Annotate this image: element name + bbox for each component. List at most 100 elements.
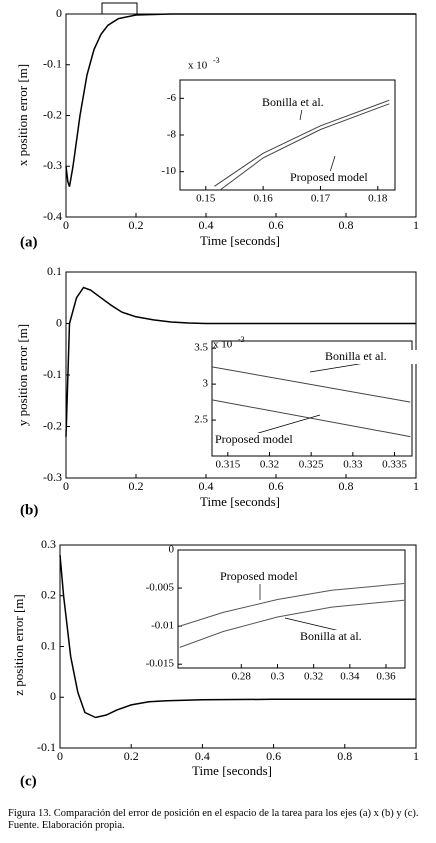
y-tick-label: 0 [50,689,56,703]
label-bg [324,350,420,364]
y-tick-label: -0.4 [43,209,62,223]
x-tick-label: 0.335 [382,459,407,471]
y-tick-label: 0.1 [47,264,62,278]
x-tick-label: 0.15 [196,193,216,205]
y-tick-label: -0.005 [146,582,175,594]
x-tick-label: 0.17 [311,193,331,205]
data-line [214,99,390,187]
series-label: Bonilla et al. [262,95,324,109]
y-tick-label: -0.015 [146,658,175,670]
panel-label: (c) [20,773,37,789]
data-line [59,555,416,719]
y-axis-label: z position error [m] [11,594,26,695]
y-tick-label: 0 [56,315,62,329]
y-tick-label: -0.1 [43,57,62,71]
y-tick-label: -6 [167,92,177,104]
leader-line [309,362,366,373]
x-tick-label: 0 [63,218,69,232]
x-axis-label: Time [seconds] [200,494,280,509]
y-tick-label: -0.1 [43,367,62,381]
x-tick-label: 0.325 [299,459,324,471]
x-tick-label: 1 [413,479,419,493]
y-tick-label: 3 [203,378,209,390]
x-tick-label: 0.4 [199,218,214,232]
x-tick-label: 0.32 [304,671,323,683]
leader-line [299,108,303,121]
y-tick-label: 0 [56,6,62,20]
x-tick-label: 0.6 [269,218,284,232]
label-bg [214,433,310,447]
label-bg [289,171,385,185]
y-tick-label: -0.3 [43,158,62,172]
series-label: Bonilla et al. [325,349,387,363]
series-label: Bonilla at al. [300,629,362,643]
x-tick-label: 0.6 [266,749,281,763]
x-tick-label: 0.315 [215,459,240,471]
x-tick-label: 0 [57,749,63,763]
panel-label: (a) [20,234,38,250]
scale-label: x 10 [188,60,208,72]
data-line [179,583,405,627]
x-tick-label: 1 [413,749,419,763]
x-tick-label: 1 [413,218,419,232]
y-tick-label: -0.1 [37,740,56,754]
label-bg [299,630,395,644]
y-tick-label: 0 [169,544,175,556]
y-tick-label: 0.3 [41,537,56,551]
x-tick-label: 0.16 [254,193,274,205]
y-tick-label: -0.2 [43,418,62,432]
x-tick-label: 0.2 [124,749,139,763]
figure: 0 0.2 0.4 0.6 0.8 10-0.1-0.2-0.3-0.4(a) Time [… [11,2,420,789]
series-label: Proposed model [290,170,368,184]
leader-line [254,414,321,435]
y-tick-label: -10 [161,165,176,177]
x-tick-label: 0.32 [260,459,279,471]
label-bg [219,570,315,584]
label-bg [261,96,357,110]
data-line [219,103,390,191]
data-line [211,366,411,403]
y-tick-label: -0.3 [43,470,62,484]
y-tick-label: -8 [167,129,177,141]
x-axis-label: Time [seconds] [192,763,272,778]
data-line [65,13,416,187]
scale-exponent: -3 [238,335,245,344]
x-tick-label: 0.28 [232,671,252,683]
x-tick-label: 0.4 [195,749,210,763]
data-line [179,599,405,648]
x-tick-label: 0.8 [339,218,354,232]
x-tick-label: 0.6 [269,479,284,493]
series-label: Proposed model [215,432,293,446]
x-tick-label: 0.34 [340,671,360,683]
y-tick-label: 3.5 [194,342,208,354]
x-tick-label: 0.3 [271,671,285,683]
caption: Figura 13. Comparación del error de posi… [8,808,419,831]
x-tick-label: 0.8 [339,479,354,493]
y-axis-label: x position error [m] [15,64,30,166]
x-tick-label: 0.2 [129,479,144,493]
x-tick-label: 0.18 [368,193,388,205]
x-tick-label: 0.33 [343,459,363,471]
data-line [211,399,411,438]
panel-label: (b) [20,502,38,518]
x-tick-label: 0.4 [199,479,214,493]
x-axis-label: Time [seconds] [200,233,280,248]
x-tick-label: 0.8 [337,749,352,763]
leader-line [284,617,341,632]
y-tick-label: -0.2 [43,107,62,121]
y-tick-label: -0.01 [151,620,174,632]
y-axis-label: y position error [m] [15,324,30,426]
y-tick-label: 0.1 [41,638,56,652]
x-tick-label: 0.2 [129,218,144,232]
leader-line [329,155,336,173]
x-tick-label: 0 [63,479,69,493]
scale-label: x 10 [213,339,233,351]
y-tick-label: 2.5 [194,414,208,426]
scale-exponent: -3 [213,56,220,65]
plot-frame [177,549,406,669]
series-label: Proposed model [220,569,298,583]
data-line [65,286,416,437]
y-tick-label: 0.2 [41,588,56,602]
x-tick-label: 0.36 [376,671,396,683]
